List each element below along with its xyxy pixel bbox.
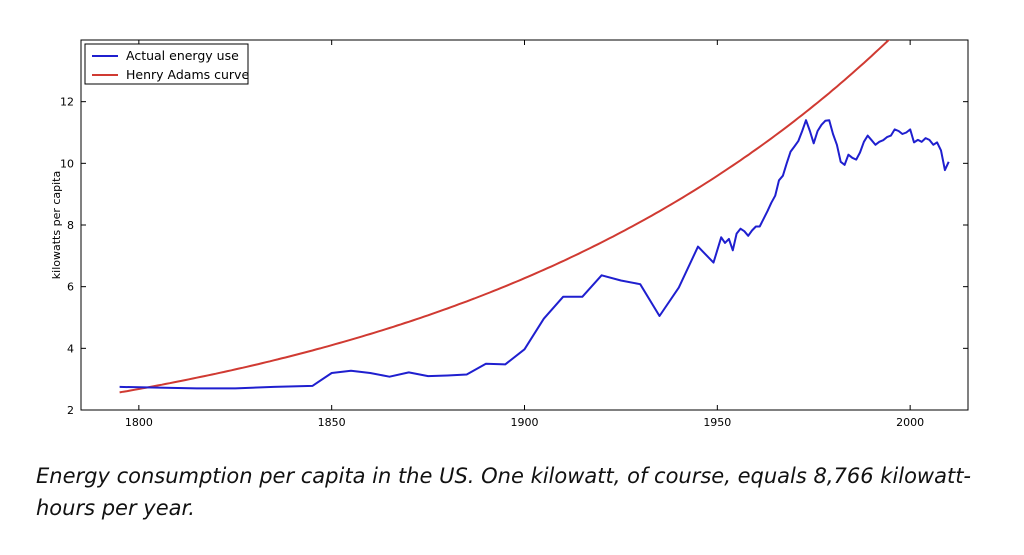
legend-label-actual: Actual energy use bbox=[126, 48, 239, 63]
x-tick-label: 1850 bbox=[318, 416, 346, 429]
y-tick-label: 2 bbox=[67, 404, 74, 417]
series-line-actual bbox=[119, 119, 950, 390]
y-axis-label: kilowatts per capita bbox=[50, 171, 63, 279]
axis-ticks: 1800 1850 1900 1950 2000 2 4 6 8 10 12 bbox=[60, 40, 968, 429]
series-lines bbox=[119, 40, 950, 394]
legend-box bbox=[84, 43, 249, 85]
x-tick-label: 2000 bbox=[896, 416, 924, 429]
figure-caption: Energy consumption per capita in the US.… bbox=[36, 464, 972, 520]
x-tick-label: 1900 bbox=[511, 416, 539, 429]
plot-frame bbox=[80, 39, 969, 411]
y-tick-label: 10 bbox=[60, 157, 74, 170]
legend: Actual energy use Henry Adams curve bbox=[84, 43, 249, 85]
x-tick-label: 1800 bbox=[125, 416, 153, 429]
series-line-adams bbox=[119, 40, 891, 394]
y-tick-label: 8 bbox=[67, 219, 74, 232]
energy-chart: kilowatts per capita 1800 1850 1900 1950 200… bbox=[50, 39, 969, 429]
legend-label-adams: Henry Adams curve bbox=[126, 67, 249, 82]
y-tick-label: 6 bbox=[67, 281, 74, 294]
y-tick-label: 4 bbox=[67, 342, 74, 355]
x-tick-label: 1950 bbox=[703, 416, 731, 429]
y-tick-label: 12 bbox=[60, 96, 74, 109]
